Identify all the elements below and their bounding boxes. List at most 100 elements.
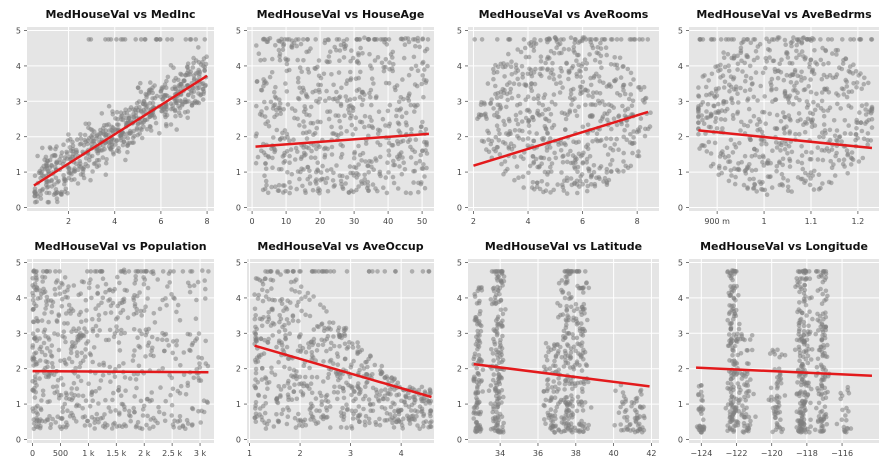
scatter-point <box>80 415 86 420</box>
scatter-point <box>196 91 201 96</box>
scatter-point <box>597 60 603 65</box>
scatter-point <box>283 81 288 86</box>
scatter-point <box>352 96 358 102</box>
scatter-point <box>322 152 328 158</box>
scatter-point <box>597 165 602 171</box>
scatter-point <box>108 409 113 414</box>
scatter-point <box>354 88 360 93</box>
scatter-point <box>351 164 357 170</box>
scatter-point <box>372 58 378 63</box>
scatter-point <box>197 361 202 366</box>
scatter-point <box>637 426 642 432</box>
chart-title: MedHouseVal vs Latitude <box>485 240 642 253</box>
scatter-point <box>160 330 165 336</box>
scatter-point <box>66 356 72 361</box>
scatter-point <box>134 125 140 131</box>
scatter-point <box>33 377 38 382</box>
scatter-point <box>477 311 483 317</box>
scatter-point <box>408 190 413 196</box>
scatter-point <box>545 410 551 416</box>
scatter-point <box>863 121 868 126</box>
scatter-point <box>527 130 532 135</box>
scatter-point <box>60 282 65 287</box>
scatter-point <box>548 112 554 117</box>
scatter-point <box>566 423 571 429</box>
scatter-point <box>94 164 100 170</box>
scatter-point <box>542 92 548 97</box>
scatter-point <box>390 174 396 180</box>
scatter-point <box>820 181 825 186</box>
scatter-point <box>378 368 383 373</box>
scatter-point <box>265 340 271 345</box>
scatter-point <box>85 269 90 274</box>
y-tick-label: 5 <box>457 259 462 268</box>
scatter-point <box>602 102 608 108</box>
scatter-point <box>495 114 500 120</box>
scatter-point <box>514 164 520 169</box>
scatter-point <box>288 185 293 190</box>
scatter-point <box>177 414 183 419</box>
scatter-point <box>577 184 582 189</box>
scatter-point <box>282 136 288 141</box>
scatter-point <box>559 415 564 420</box>
scatter-point <box>146 340 152 346</box>
scatter-point <box>506 51 511 57</box>
scatter-point <box>619 428 624 433</box>
scatter-point <box>59 304 65 309</box>
scatter-point <box>380 396 386 402</box>
scatter-point <box>805 353 811 359</box>
scatter-point <box>35 417 40 423</box>
scatter-point <box>336 332 342 337</box>
scatter-point <box>69 386 74 391</box>
x-tick-label: 34 <box>495 449 505 458</box>
scatter-point <box>130 358 136 363</box>
scatter-point <box>388 404 394 410</box>
scatter-point <box>545 182 550 187</box>
scatter-point <box>311 294 316 299</box>
scatter-point <box>551 363 556 368</box>
scatter-point <box>621 88 626 93</box>
scatter-point <box>638 87 644 93</box>
scatter-point <box>836 93 841 98</box>
scatter-point <box>185 109 191 114</box>
scatter-point <box>276 384 282 389</box>
scatter-point <box>376 109 382 114</box>
scatter-point <box>349 424 354 429</box>
scatter-point <box>495 356 501 361</box>
scatter-point <box>288 147 294 152</box>
scatter-point <box>495 396 500 402</box>
scatter-point <box>792 83 797 89</box>
scatter-point <box>751 176 756 182</box>
scatter-point <box>530 154 536 159</box>
scatter-point <box>549 385 555 390</box>
scatter-point <box>791 35 796 40</box>
scatter-point <box>584 188 590 194</box>
scatter-point <box>570 64 576 69</box>
scatter-point <box>189 90 194 95</box>
scatter-point <box>648 110 653 115</box>
scatter-point <box>309 390 315 396</box>
scatter-point <box>809 150 814 155</box>
scatter-point <box>408 408 414 413</box>
scatter-point <box>304 49 309 55</box>
y-tick-label: 2 <box>678 133 683 142</box>
scatter-point <box>298 41 304 47</box>
scatter-point <box>70 148 76 154</box>
scatter-point <box>64 149 69 155</box>
scatter-point <box>65 422 70 428</box>
scatter-point <box>80 393 86 399</box>
scatter-point <box>341 55 347 60</box>
scatter-point <box>834 128 840 133</box>
scatter-point <box>522 82 527 87</box>
scatter-point <box>711 103 716 109</box>
scatter-point <box>740 69 745 74</box>
scatter-point <box>533 66 538 72</box>
y-tick-label: 3 <box>16 97 21 106</box>
scatter-point <box>344 98 350 103</box>
scatter-point <box>123 157 128 163</box>
scatter-point <box>61 329 67 335</box>
scatter-point <box>566 76 571 82</box>
scatter-point <box>269 146 274 151</box>
x-tick-label: 500 <box>53 449 68 458</box>
scatter-point <box>377 416 382 422</box>
